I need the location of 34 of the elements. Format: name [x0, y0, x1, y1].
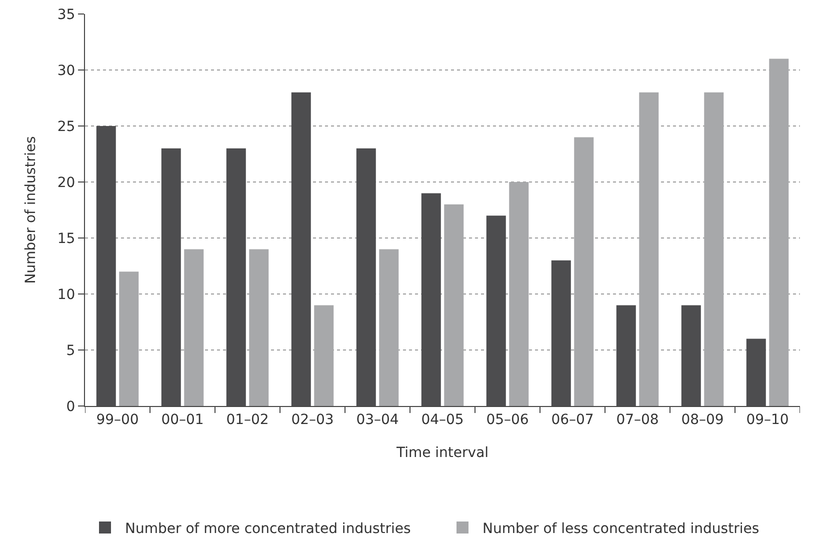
y-tick-label: 20: [57, 174, 76, 191]
y-tick-label: 30: [57, 62, 76, 79]
legend-label: Number of more concentrated industries: [125, 520, 411, 537]
x-tick-label: 01–02: [226, 412, 269, 428]
x-tick-label: 02–03: [291, 412, 334, 428]
bar: [119, 272, 139, 406]
bar: [444, 204, 464, 406]
x-tick-label: 08–09: [681, 412, 724, 428]
bar: [509, 182, 529, 406]
bar: [769, 58, 789, 406]
y-tick-label: 25: [57, 118, 76, 135]
y-tick-label: 0: [66, 398, 76, 415]
x-tick-label: 04–05: [421, 412, 464, 428]
x-tick-label: 99–00: [96, 412, 139, 428]
bar: [704, 92, 724, 406]
bar: [639, 92, 659, 406]
legend-label: Number of less concentrated industries: [482, 520, 760, 537]
x-axis-title: Time interval: [395, 445, 489, 462]
y-tick-label: 5: [66, 342, 76, 359]
x-tick-label: 05–06: [486, 412, 529, 428]
bar: [249, 249, 269, 406]
bar: [184, 249, 204, 406]
bar: [314, 305, 334, 406]
y-tick-label: 35: [57, 6, 76, 23]
x-tick-label: 09–10: [746, 412, 789, 428]
bar: [379, 249, 399, 406]
y-tick-label: 10: [57, 286, 76, 303]
x-tick-label: 07–08: [616, 412, 659, 428]
y-axis-title: Number of industries: [22, 136, 39, 284]
x-tick-label: 03–04: [356, 412, 399, 428]
x-tick-label: 06–07: [551, 412, 594, 428]
bar: [574, 137, 594, 406]
y-tick-label: 15: [57, 230, 76, 247]
x-tick-label: 00–01: [161, 412, 204, 428]
